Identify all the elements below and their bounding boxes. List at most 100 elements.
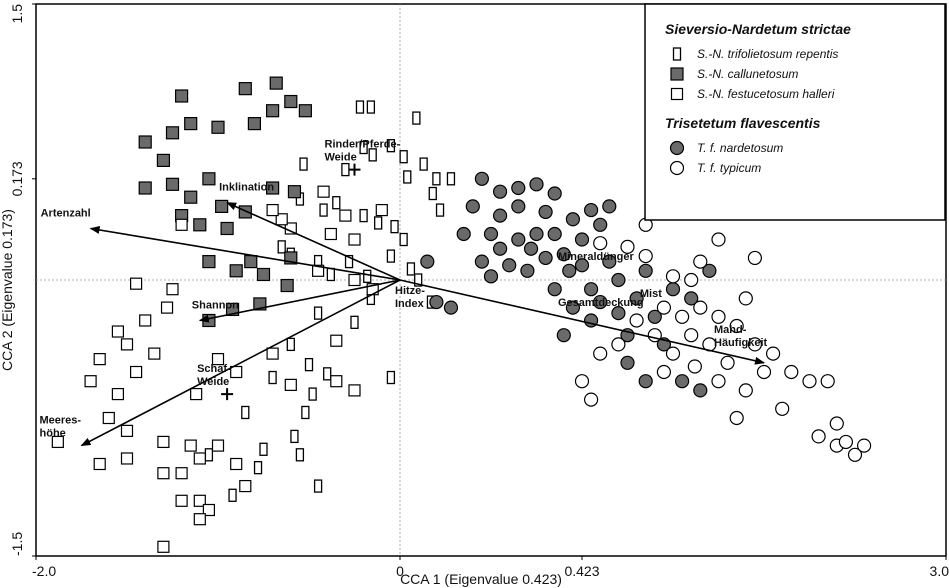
data-point-nf xyxy=(348,384,361,397)
x-tick-label: 3.0 xyxy=(930,563,949,579)
data-point-nh xyxy=(390,219,399,234)
data-point-nf xyxy=(193,452,206,465)
data-point-tn xyxy=(529,226,544,242)
data-point-nh xyxy=(399,232,408,247)
series-tt xyxy=(574,217,872,462)
centroid-label-line: Weide xyxy=(197,376,229,388)
data-point-nh xyxy=(295,448,305,462)
vector-label: Meeres-höhe xyxy=(40,415,82,440)
data-point-nh xyxy=(332,196,341,210)
data-point-tt xyxy=(775,401,790,416)
vector-label-line: Meeres- xyxy=(40,415,82,427)
vector-label-line: Mahd- xyxy=(714,324,747,336)
vector-arrow xyxy=(399,279,765,365)
data-point-nf xyxy=(148,347,161,360)
data-point-tn xyxy=(502,258,517,273)
data-point-nh xyxy=(419,157,428,171)
data-point-tt xyxy=(687,359,702,374)
centroid-label: Schaf-Weide xyxy=(197,363,231,388)
data-point-nf xyxy=(139,314,152,327)
data-point-nc xyxy=(202,313,216,328)
data-point-tt xyxy=(747,337,763,352)
data-point-nf xyxy=(193,494,206,507)
data-point-nc xyxy=(184,190,198,204)
data-point-tt xyxy=(611,337,626,352)
vector-label-line: Inklination xyxy=(219,182,274,194)
variable-label: Mineraldünger xyxy=(558,251,635,263)
data-point-tn xyxy=(420,254,435,269)
data-point-nc xyxy=(202,172,216,186)
data-point-nf xyxy=(348,233,361,246)
vector-label: Artenzahl xyxy=(41,207,91,219)
data-point-tn xyxy=(620,355,635,370)
data-point-tn xyxy=(493,208,508,223)
data-point-nc xyxy=(229,264,243,278)
data-point-nc xyxy=(284,94,298,109)
x-tick-label: 0.423 xyxy=(564,563,599,579)
legend-entry-label: S.-N. callunetosum xyxy=(697,67,798,81)
data-point-nc xyxy=(193,218,207,232)
data-point-nh xyxy=(359,140,368,155)
data-point-nf xyxy=(375,203,388,217)
data-point-nc xyxy=(156,153,170,167)
data-point-nc xyxy=(184,116,198,131)
data-point-nc xyxy=(202,255,216,269)
data-point-tn xyxy=(520,263,535,278)
data-point-tn xyxy=(538,250,553,266)
data-point-nf xyxy=(157,435,170,449)
data-point-tn xyxy=(523,241,539,256)
data-point-nh xyxy=(432,172,441,186)
data-point-tt xyxy=(656,364,672,380)
data-point-nf xyxy=(120,338,134,351)
centroid-marker xyxy=(221,388,234,401)
data-point-tt xyxy=(720,355,735,370)
data-point-tt xyxy=(711,374,726,389)
data-point-nc xyxy=(215,199,229,213)
variable-label: Hitze-Index xyxy=(395,285,425,310)
data-point-nf xyxy=(175,494,188,507)
data-point-nf xyxy=(160,301,174,314)
data-point-tn xyxy=(674,374,690,389)
data-point-nh xyxy=(299,157,308,171)
legend-group-title: Trisetetum flavescentis xyxy=(665,115,821,131)
vector-arrow xyxy=(80,279,401,447)
data-point-nc xyxy=(244,255,258,269)
y-tick-label: -1.5 xyxy=(9,532,25,556)
variable-label-line: Index xyxy=(395,298,425,310)
data-point-tt xyxy=(656,300,672,315)
data-point-nc xyxy=(138,135,152,149)
data-point-tn xyxy=(465,199,480,214)
data-point-tt xyxy=(593,236,608,251)
data-point-tn xyxy=(565,212,581,227)
legend-swatch-nh xyxy=(672,47,682,61)
vector-label-line: Artenzahl xyxy=(41,207,91,219)
data-point-tn xyxy=(547,226,562,242)
data-point-nh xyxy=(341,162,350,177)
data-point-tn xyxy=(574,232,590,247)
data-point-tt xyxy=(738,291,753,306)
data-point-nh xyxy=(414,273,423,287)
data-point-nf xyxy=(284,378,297,391)
x-tick-label: 0 xyxy=(396,563,404,579)
data-point-nh xyxy=(363,269,372,283)
data-point-nc xyxy=(175,89,189,103)
data-point-nc xyxy=(220,221,234,236)
data-point-nf xyxy=(348,273,361,287)
vector-arrow xyxy=(226,201,401,281)
data-point-nf xyxy=(324,227,337,241)
data-point-nh xyxy=(406,262,416,276)
data-point-nh xyxy=(319,203,328,217)
data-point-tt xyxy=(711,309,726,324)
data-point-tn xyxy=(638,374,653,389)
y-tick-label: 0.173 xyxy=(9,161,25,196)
data-point-nh xyxy=(277,240,286,254)
data-point-nc xyxy=(165,177,180,191)
centroid-label: Rinder/Pferde-Weide xyxy=(325,139,401,164)
data-point-tt xyxy=(674,309,690,324)
variable-label-line: Mist xyxy=(640,288,662,300)
variable-label-line: Hitze- xyxy=(395,285,425,297)
data-point-nf xyxy=(175,218,188,231)
data-point-tt xyxy=(711,232,726,247)
data-point-nh xyxy=(301,405,310,420)
data-point-nf xyxy=(157,467,170,480)
